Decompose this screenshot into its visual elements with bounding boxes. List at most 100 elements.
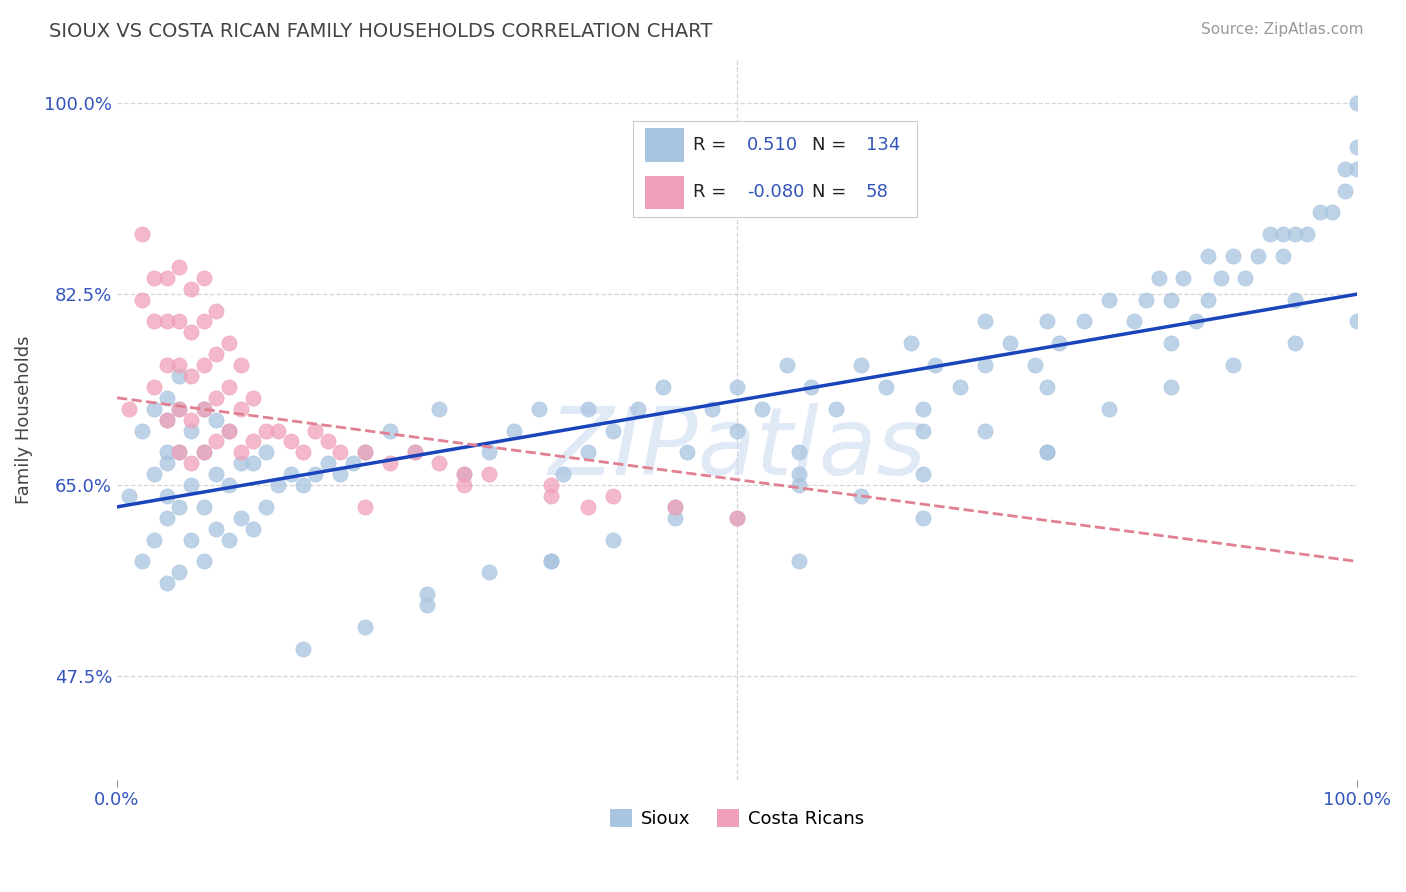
Point [478,566,501,580]
Point [998,336,1021,351]
Point [664,500,686,514]
Point [1222,358,1244,372]
Point [787,445,810,459]
Point [167,401,190,416]
Point [143,270,166,285]
Point [229,456,252,470]
Point [1073,314,1095,328]
Point [1284,227,1306,241]
Point [453,478,475,492]
Point [155,412,177,426]
Point [267,478,290,492]
Point [676,445,699,459]
Point [787,467,810,482]
Point [1173,270,1195,285]
Point [316,456,339,470]
Point [453,467,475,482]
Point [1247,249,1270,263]
Point [193,401,215,416]
Point [205,434,228,449]
Point [911,424,934,438]
Point [1024,358,1046,372]
Point [725,510,748,524]
Point [229,445,252,459]
Point [229,510,252,524]
Point [155,456,177,470]
Point [354,445,377,459]
Point [602,533,624,547]
Point [193,500,215,514]
Point [974,314,997,328]
Bar [645,128,685,162]
Point [167,260,190,274]
Text: Source: ZipAtlas.com: Source: ZipAtlas.com [1201,22,1364,37]
Point [1160,380,1182,394]
Point [180,478,202,492]
Point [193,401,215,416]
Point [1222,249,1244,263]
Point [131,227,153,241]
Point [1197,249,1219,263]
Point [155,576,177,591]
Text: R =: R = [693,184,725,202]
Point [118,489,141,503]
Point [254,500,277,514]
Text: SIOUX VS COSTA RICAN FAMILY HOUSEHOLDS CORRELATION CHART: SIOUX VS COSTA RICAN FAMILY HOUSEHOLDS C… [49,22,713,41]
Point [242,391,264,405]
Point [725,424,748,438]
Point [378,424,401,438]
Point [1160,293,1182,307]
Point [143,314,166,328]
Point [193,314,215,328]
Point [800,380,823,394]
Point [1258,227,1281,241]
Point [924,358,946,372]
Point [155,314,177,328]
Point [1036,380,1059,394]
Point [478,445,501,459]
Point [180,282,202,296]
Point [1147,270,1170,285]
Point [229,401,252,416]
Point [131,554,153,568]
Point [1346,314,1368,328]
Point [775,358,797,372]
Point [342,456,364,470]
Point [155,391,177,405]
Point [143,467,166,482]
Point [280,434,302,449]
Point [354,620,377,634]
Point [1296,227,1319,241]
Point [354,500,377,514]
Point [1209,270,1232,285]
Point [1184,314,1206,328]
Point [329,467,352,482]
Point [1271,249,1294,263]
Point [205,522,228,536]
Point [304,467,326,482]
Point [1309,205,1331,219]
Point [1160,336,1182,351]
Text: 58: 58 [866,184,889,202]
Point [627,401,650,416]
Point [540,554,562,568]
Point [1322,205,1344,219]
Point [825,401,848,416]
Point [1284,293,1306,307]
Point [218,380,240,394]
Point [1197,293,1219,307]
Point [1346,96,1368,111]
Point [167,358,190,372]
Point [602,489,624,503]
Point [1271,227,1294,241]
Point [193,270,215,285]
Point [167,368,190,383]
Point [576,445,599,459]
Point [167,566,190,580]
Point [291,445,314,459]
Point [205,303,228,318]
Point [354,445,377,459]
Point [291,641,314,656]
Point [1036,445,1059,459]
Point [280,467,302,482]
